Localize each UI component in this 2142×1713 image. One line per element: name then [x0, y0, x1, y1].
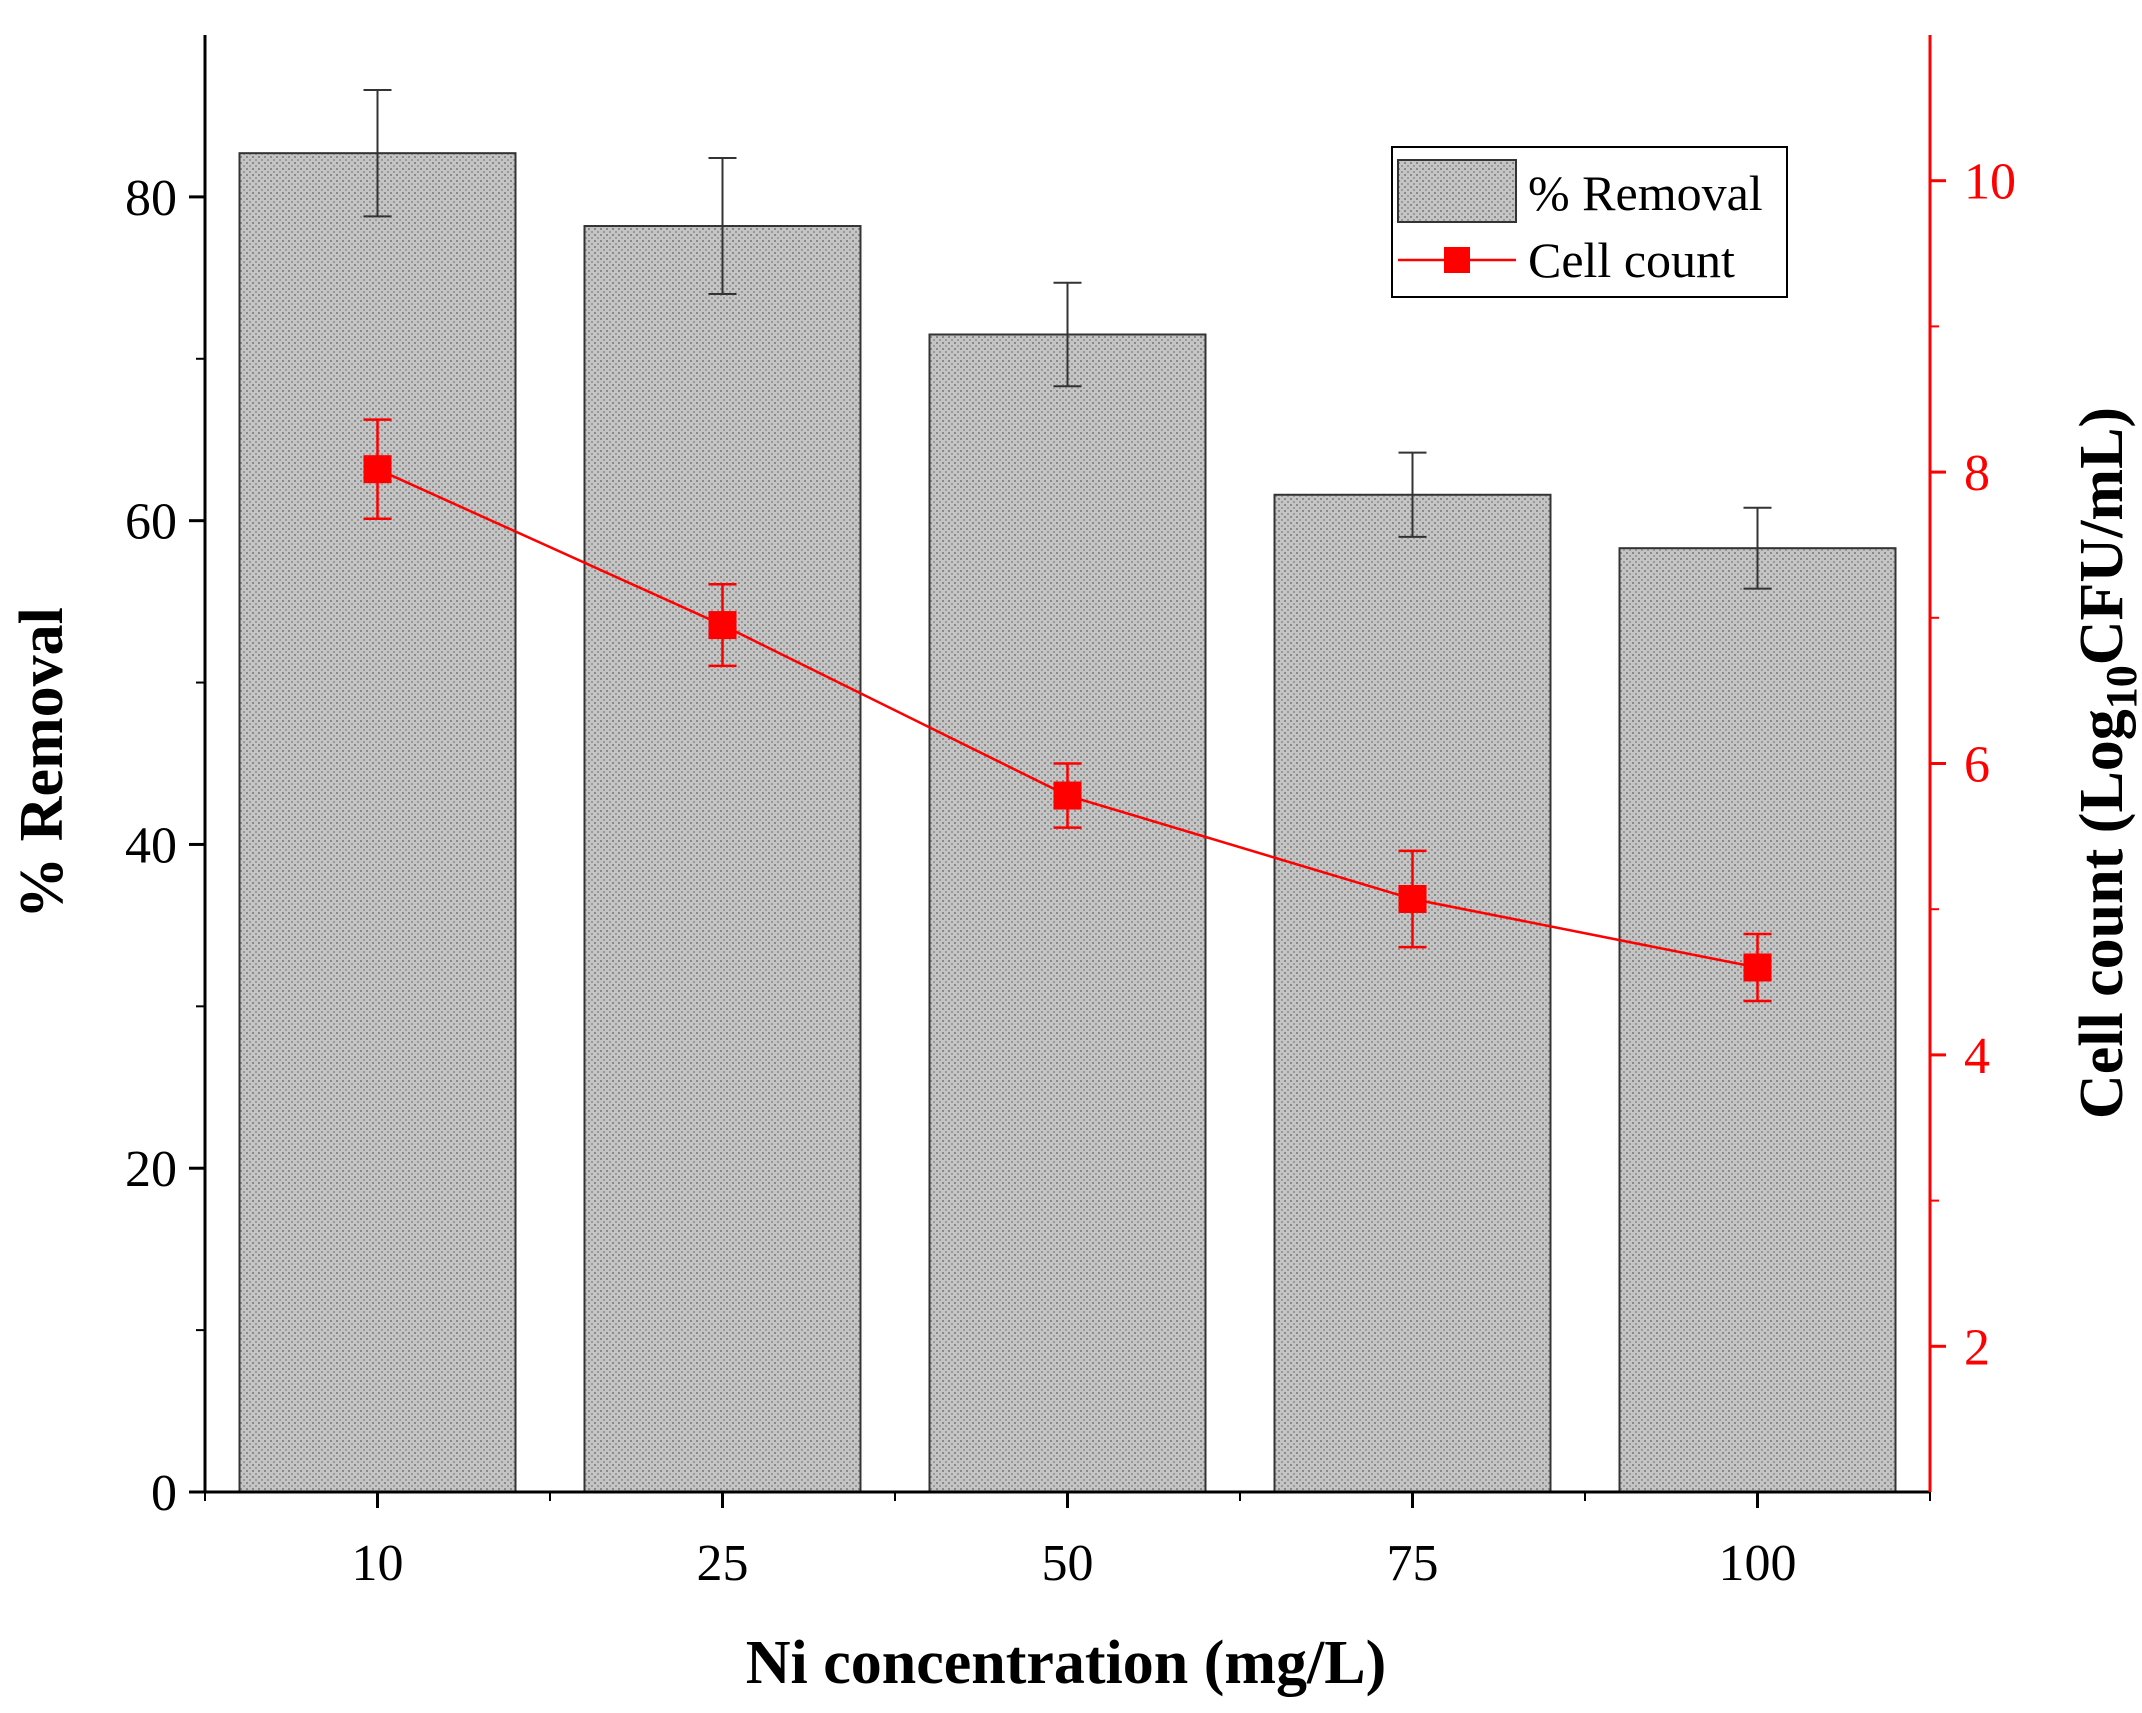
right-tick-label: 8 — [1964, 445, 1990, 502]
legend-label-removal: % Removal — [1528, 165, 1763, 221]
x-tick-label: 10 — [352, 1535, 404, 1592]
left-tick-label: 80 — [125, 170, 177, 227]
cell-count-point-25 — [708, 611, 737, 640]
right-axis-title-tail: CFU/mL) — [2068, 407, 2136, 665]
bar-group — [238, 152, 1897, 1494]
cell-count-point-10 — [363, 455, 392, 484]
x-tick-label: 50 — [1042, 1535, 1094, 1592]
bar-100 — [1618, 547, 1897, 1493]
bar-25 — [583, 225, 862, 1493]
cell-count-series — [363, 418, 1772, 1003]
left-tick-label: 0 — [151, 1465, 177, 1522]
legend-label-cell-count: Cell count — [1528, 232, 1735, 288]
left-axis-ticks: 0 20 40 60 80 — [125, 170, 205, 1522]
left-tick-label: 40 — [125, 817, 177, 874]
cell-count-point-75 — [1398, 885, 1427, 914]
x-tick-label: 25 — [697, 1535, 749, 1592]
left-tick-label: 60 — [125, 494, 177, 551]
bar-error-bars — [363, 89, 1772, 590]
bar-50 — [928, 333, 1207, 1494]
cell-count-point-100 — [1743, 953, 1772, 982]
right-tick-label: 2 — [1964, 1319, 1990, 1376]
cell-count-point-50 — [1053, 781, 1082, 810]
bar-75 — [1273, 493, 1552, 1493]
legend: % Removal Cell count — [1391, 146, 1788, 298]
legend-swatch-removal — [1397, 159, 1517, 223]
legend-marker-cell-count — [1444, 247, 1470, 273]
bar-10 — [238, 152, 517, 1494]
x-tick-label: 100 — [1719, 1535, 1797, 1592]
right-axis-title-subscript: 10 — [2097, 665, 2142, 709]
x-axis-title: Ni concentration (mg/L) — [746, 1629, 1387, 1697]
right-tick-label: 6 — [1964, 737, 1990, 794]
right-axis-ticks: 2 4 6 8 10 — [1930, 154, 2016, 1376]
right-axis-title-main: Cell count (Log — [2068, 709, 2136, 1119]
right-tick-label: 10 — [1964, 154, 2016, 211]
x-axis-ticks: 10 25 50 75 100 — [204, 1492, 1931, 1592]
x-tick-label: 75 — [1387, 1535, 1439, 1592]
right-tick-label: 4 — [1964, 1028, 1990, 1085]
right-axis-title: Cell count (Log10CFU/mL) — [2068, 407, 2142, 1119]
left-axis-title: % Removal — [8, 607, 76, 919]
left-tick-label: 20 — [125, 1141, 177, 1198]
